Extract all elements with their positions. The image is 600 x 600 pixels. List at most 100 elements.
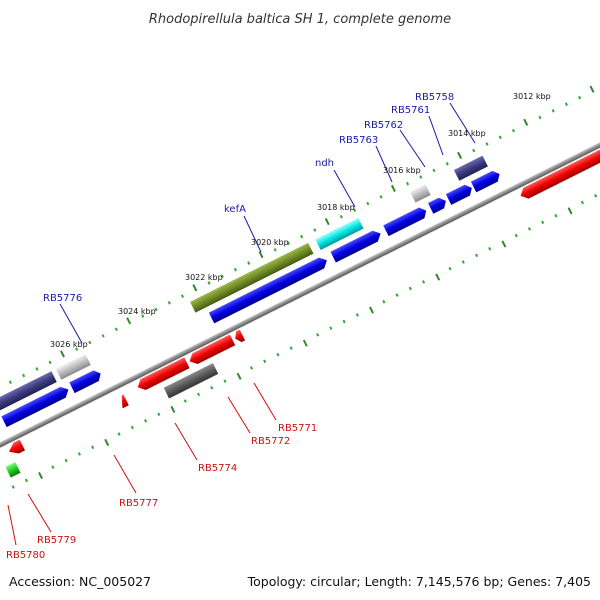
minor-tick: [8, 380, 12, 385]
gene-label[interactable]: RB5779: [37, 535, 76, 546]
minor-tick: [88, 340, 92, 345]
tick-label: 3020 kbp: [251, 238, 289, 247]
gene-arrow-blue[interactable]: [1, 384, 71, 428]
major-tick: [258, 251, 264, 259]
genome-band: [0, 85, 600, 489]
gene-arrow-dark[interactable]: [163, 363, 219, 399]
gene-label[interactable]: RB5758: [415, 92, 454, 103]
gene-arrow-olive[interactable]: [190, 242, 314, 313]
minor-tick: [276, 352, 280, 357]
gene-arrow-red[interactable]: [6, 439, 26, 457]
tick-label: 3018 kbp: [317, 203, 355, 212]
minor-tick: [355, 313, 359, 317]
gene-label[interactable]: RB5761: [391, 105, 430, 116]
minor-tick: [263, 359, 267, 364]
minor-tick: [419, 175, 423, 179]
gene-arrow-red[interactable]: [187, 334, 236, 367]
gene-label[interactable]: RB5772: [251, 436, 290, 447]
gene-label[interactable]: RB5780: [6, 550, 45, 561]
major-tick: [567, 207, 573, 215]
gene-arrow-blue[interactable]: [445, 182, 475, 205]
forward-gene-labels: RB5758 RB5761 RB5762 RB5763 ndh kefA RB5…: [43, 92, 454, 304]
minor-tick: [313, 228, 317, 232]
minor-tick: [51, 465, 55, 469]
gene-arrow-red[interactable]: [117, 394, 129, 409]
minor-tick: [247, 261, 251, 265]
minor-tick: [286, 241, 290, 246]
gene-arrow-blue[interactable]: [69, 368, 103, 394]
gene-label[interactable]: RB5776: [43, 293, 82, 304]
gene-label[interactable]: RB5774: [198, 463, 237, 474]
minor-tick: [554, 213, 558, 218]
gene-arrow-navy[interactable]: [0, 371, 57, 413]
minor-tick: [474, 253, 479, 258]
gene-arrow-red[interactable]: [518, 135, 600, 202]
minor-tick: [472, 148, 476, 153]
minor-tick: [329, 326, 333, 330]
minor-tick: [527, 227, 532, 231]
gene-arrow-blue[interactable]: [330, 228, 383, 263]
gene-arrow-navy[interactable]: [453, 155, 488, 181]
minor-tick: [408, 286, 412, 291]
minor-tick: [233, 267, 238, 272]
minor-tick: [196, 392, 201, 397]
minor-tick: [580, 200, 584, 205]
gene-label[interactable]: RB5763: [339, 135, 378, 146]
gene-arrow-gray[interactable]: [410, 184, 431, 203]
minor-tick: [223, 379, 227, 383]
gene-arrow-green[interactable]: [5, 461, 21, 478]
genome-backbone: [0, 129, 600, 457]
minor-tick: [551, 109, 555, 113]
major-tick: [104, 438, 110, 447]
minor-tick: [75, 347, 79, 351]
minor-tick: [22, 373, 26, 378]
minor-tick: [541, 220, 545, 225]
minor-tick: [48, 360, 52, 365]
major-tick: [501, 240, 507, 248]
minor-tick: [24, 478, 28, 483]
gene-arrow-cyan[interactable]: [315, 217, 364, 251]
minor-tick: [154, 307, 158, 312]
minor-tick: [167, 300, 171, 305]
kbp-tick-labels: 3012 kbp 3014 kbp 3016 kbp 3018 kbp 3020…: [50, 92, 551, 349]
gene-arrow-blue[interactable]: [208, 255, 330, 324]
gene-label[interactable]: RB5762: [364, 120, 403, 131]
gene-label[interactable]: kefA: [224, 204, 246, 215]
gene-label[interactable]: RB5777: [119, 498, 158, 509]
minor-tick: [461, 260, 465, 264]
gene-arrow-red[interactable]: [233, 329, 246, 344]
minor-tick: [382, 299, 386, 304]
minor-tick: [180, 294, 185, 298]
minor-tick: [488, 246, 492, 251]
major-tick: [457, 151, 463, 159]
tick-label: 3014 kbp: [448, 129, 486, 138]
tick-row-lower: [11, 194, 598, 489]
minor-tick: [485, 142, 489, 146]
label-leaders: [7, 102, 476, 546]
minor-tick: [353, 208, 357, 212]
minor-tick: [448, 266, 452, 271]
topology-text: Topology: circular; Length: 7,145,576 bp…: [247, 574, 591, 589]
gene-arrow-blue[interactable]: [427, 195, 449, 214]
minor-tick: [421, 280, 426, 284]
major-tick: [60, 350, 65, 358]
major-tick: [324, 217, 330, 226]
major-tick: [236, 372, 242, 380]
minor-tick: [183, 399, 187, 403]
minor-tick: [91, 445, 95, 450]
gene-arrow-red[interactable]: [135, 357, 190, 392]
gene-label[interactable]: RB5771: [278, 423, 317, 434]
minor-tick: [300, 234, 304, 239]
gene-arrow-blue[interactable]: [383, 205, 429, 237]
gene-label[interactable]: ndh: [315, 158, 334, 169]
gene-arrow-blue[interactable]: [470, 169, 502, 193]
minor-tick: [11, 485, 15, 489]
major-tick: [302, 339, 308, 347]
minor-tick: [514, 233, 518, 238]
minor-tick: [117, 432, 121, 436]
minor-tick: [101, 334, 105, 338]
minor-tick: [114, 327, 118, 332]
tick-label: 3016 kbp: [383, 166, 421, 175]
minor-tick: [273, 248, 277, 252]
gene-arrow-gray[interactable]: [55, 354, 91, 380]
